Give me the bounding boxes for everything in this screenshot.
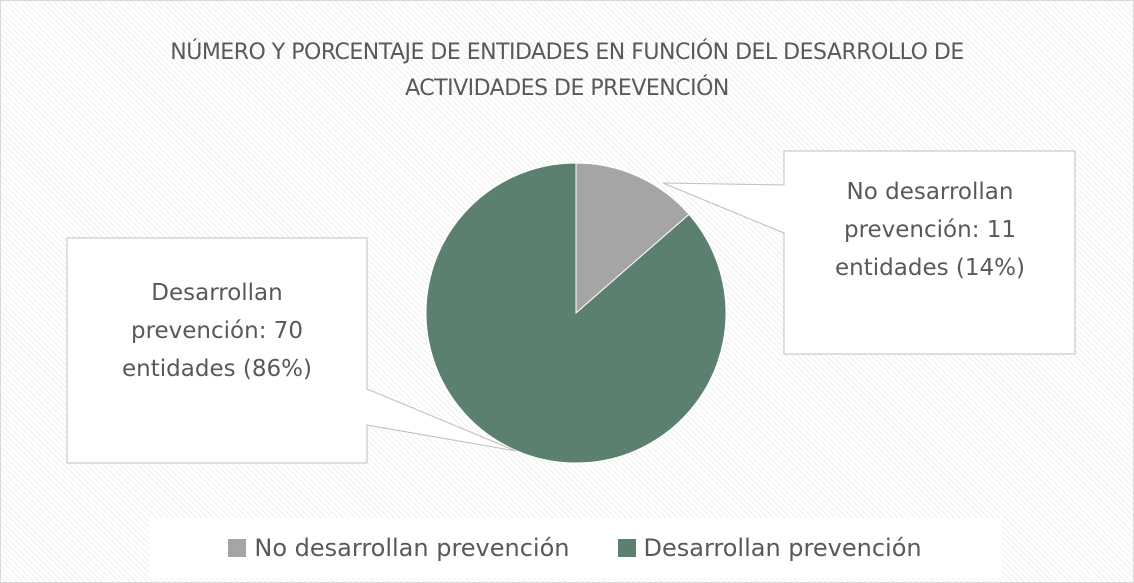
legend-swatch bbox=[228, 539, 247, 557]
legend-swatch bbox=[617, 539, 636, 557]
callout bbox=[66, 237, 517, 464]
legend: No desarrollan prevención Desarrollan pre… bbox=[149, 518, 1001, 578]
data-label: No desarrollan prevención: 11 entidades … bbox=[835, 179, 1025, 281]
data-label: Desarrollan prevención: 70 entidades (86… bbox=[122, 280, 312, 382]
legend-label: Desarrollan prevención bbox=[643, 534, 922, 562]
pie-slice bbox=[425, 162, 727, 464]
chart-title: NÚMERO Y PORCENTAJE DE ENTIDADES EN FUNC… bbox=[170, 40, 964, 101]
pie-slice bbox=[575, 162, 690, 315]
legend-label: No desarrollan prevención bbox=[254, 534, 570, 562]
callout bbox=[662, 150, 1076, 355]
legend-item: Desarrollan prevención bbox=[617, 534, 922, 562]
legend-item: No desarrollan prevención bbox=[228, 534, 570, 562]
